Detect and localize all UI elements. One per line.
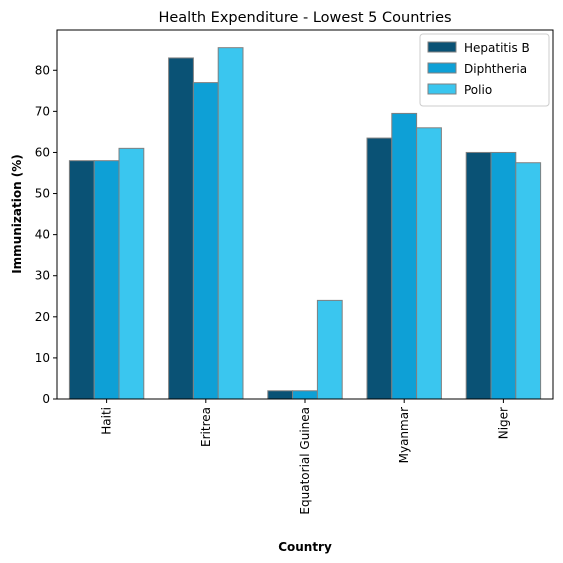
y-tick-label: 30 <box>35 269 50 283</box>
legend-label: Polio <box>464 83 492 97</box>
bar-diphtheria-equatorial-guinea <box>292 390 318 400</box>
bar-hepatitis-b-niger <box>465 151 492 400</box>
chart-title: Health Expenditure - Lowest 5 Countries <box>158 10 451 26</box>
legend-swatch <box>427 83 457 95</box>
y-tick-label: 20 <box>35 310 50 324</box>
y-tick-label: 0 <box>42 392 50 406</box>
plot-area: 0 10 20 30 40 50 60 70 80 Haiti Eritrea Equatorial … <box>35 29 554 515</box>
y-tick-label: 50 <box>35 187 50 201</box>
bar-diphtheria-haiti <box>93 160 120 400</box>
bar-hepatitis-b-haiti <box>68 160 95 400</box>
x-tick-label: Niger <box>496 407 510 439</box>
x-tick-label: Myanmar <box>397 407 411 463</box>
bar-hepatitis-b-equatorial-guinea <box>267 390 294 400</box>
legend-label: Diphtheria <box>464 62 527 76</box>
legend: Hepatitis B Diphtheria Polio <box>419 33 550 107</box>
legend-swatch <box>427 62 457 74</box>
y-tick-label: 70 <box>35 104 50 118</box>
y-axis-label: Immunization (%) <box>10 154 24 274</box>
bar-diphtheria-myanmar <box>391 112 418 400</box>
bar-diphtheria-niger <box>490 151 517 400</box>
y-tick-label: 40 <box>35 228 50 242</box>
legend-swatch <box>427 41 457 53</box>
bar-polio-haiti <box>118 147 145 400</box>
x-tick-label: Equatorial Guinea <box>298 407 312 515</box>
bar-polio-eritrea <box>217 47 244 400</box>
bar-diphtheria-eritrea <box>192 82 219 400</box>
bar-polio-myanmar <box>416 127 442 400</box>
y-tick-label: 80 <box>35 63 50 77</box>
x-tick-label: Eritrea <box>199 407 213 447</box>
legend-label: Hepatitis B <box>464 41 530 55</box>
y-tick-label: 10 <box>35 351 50 365</box>
bar-hepatitis-b-myanmar <box>366 137 393 400</box>
bar-hepatitis-b-eritrea <box>168 57 194 400</box>
y-tick-label: 60 <box>35 145 50 159</box>
x-axis-label: Country <box>278 540 332 554</box>
x-tick-label: Haiti <box>100 407 114 435</box>
bar-polio-equatorial-guinea <box>316 299 343 400</box>
bar-polio-niger <box>515 162 542 400</box>
